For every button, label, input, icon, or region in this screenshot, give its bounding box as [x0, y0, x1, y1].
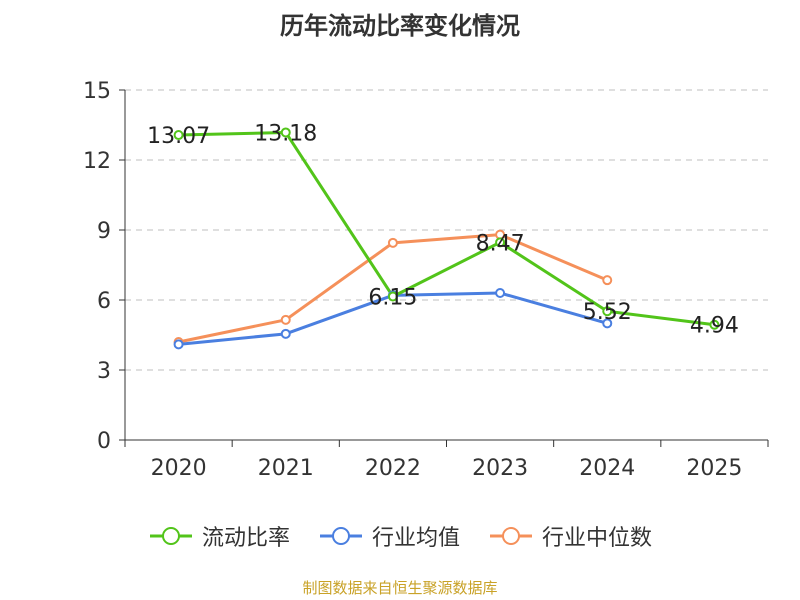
- data-labels: 13.07 13.18 6.15 8.47 5.52 4.94: [147, 121, 739, 338]
- series-points: [173, 127, 720, 350]
- legend-item[interactable]: 流动比率: [148, 520, 290, 552]
- data-point: [387, 291, 398, 302]
- y-tick-label: 3: [97, 359, 111, 384]
- data-point: [602, 306, 613, 317]
- series-line: [178, 130, 715, 327]
- axes: 0 3 6 9 12 15 2020 2021 2022 2023 2024 2025: [83, 79, 769, 481]
- legend-label: 行业中位数: [542, 526, 653, 551]
- x-tick-label: 2021: [258, 456, 314, 481]
- legend-item[interactable]: 行业中位数: [488, 520, 652, 552]
- x-tick-label: 2023: [472, 456, 528, 481]
- data-point: [280, 328, 291, 339]
- legend-label: 流动比率: [201, 526, 290, 551]
- legend-circle: [161, 527, 180, 545]
- series-lines: [178, 130, 715, 346]
- data-label: 8.47: [476, 231, 525, 256]
- legend-marker-icon: [319, 527, 362, 545]
- data-label: 5.52: [583, 300, 632, 325]
- data-label: 6.15: [368, 286, 417, 311]
- legend-circle: [331, 527, 350, 545]
- y-tick-label: 15: [83, 79, 111, 104]
- data-point: [280, 127, 291, 138]
- data-point: [387, 237, 398, 248]
- x-tick-label: 2024: [579, 456, 635, 481]
- y-tick-label: 0: [97, 429, 111, 454]
- x-tick-label: 2025: [686, 456, 742, 481]
- legend-label: 行业均值: [371, 526, 460, 551]
- data-point: [602, 275, 613, 286]
- data-point: [602, 318, 613, 329]
- data-point: [495, 237, 506, 248]
- data-point: [280, 314, 291, 325]
- y-tick-label: 6: [97, 289, 111, 314]
- grid-lines: [125, 89, 768, 371]
- source-note: 制图数据来自恒生聚源数据库: [302, 579, 498, 597]
- legend-item[interactable]: 行业均值: [318, 520, 460, 552]
- data-point: [173, 130, 184, 141]
- data-point: [495, 288, 506, 298]
- data-point: [173, 339, 184, 350]
- data-label: 4.94: [690, 314, 739, 339]
- legend-marker-icon: [490, 527, 532, 545]
- y-tick-label: 12: [83, 149, 111, 174]
- y-tick-label: 9: [97, 219, 111, 244]
- chart-title: 历年流动比率变化情况: [280, 12, 520, 40]
- legend-circle: [502, 527, 520, 545]
- x-tick-label: 2020: [151, 456, 207, 481]
- data-point: [709, 319, 720, 330]
- data-label: 13.07: [147, 124, 210, 149]
- legend: 流动比率 行业均值 行业中位数: [0, 520, 800, 552]
- x-tick-label: 2022: [365, 456, 421, 481]
- legend-marker-icon: [149, 527, 192, 545]
- data-label: 13.18: [254, 121, 317, 146]
